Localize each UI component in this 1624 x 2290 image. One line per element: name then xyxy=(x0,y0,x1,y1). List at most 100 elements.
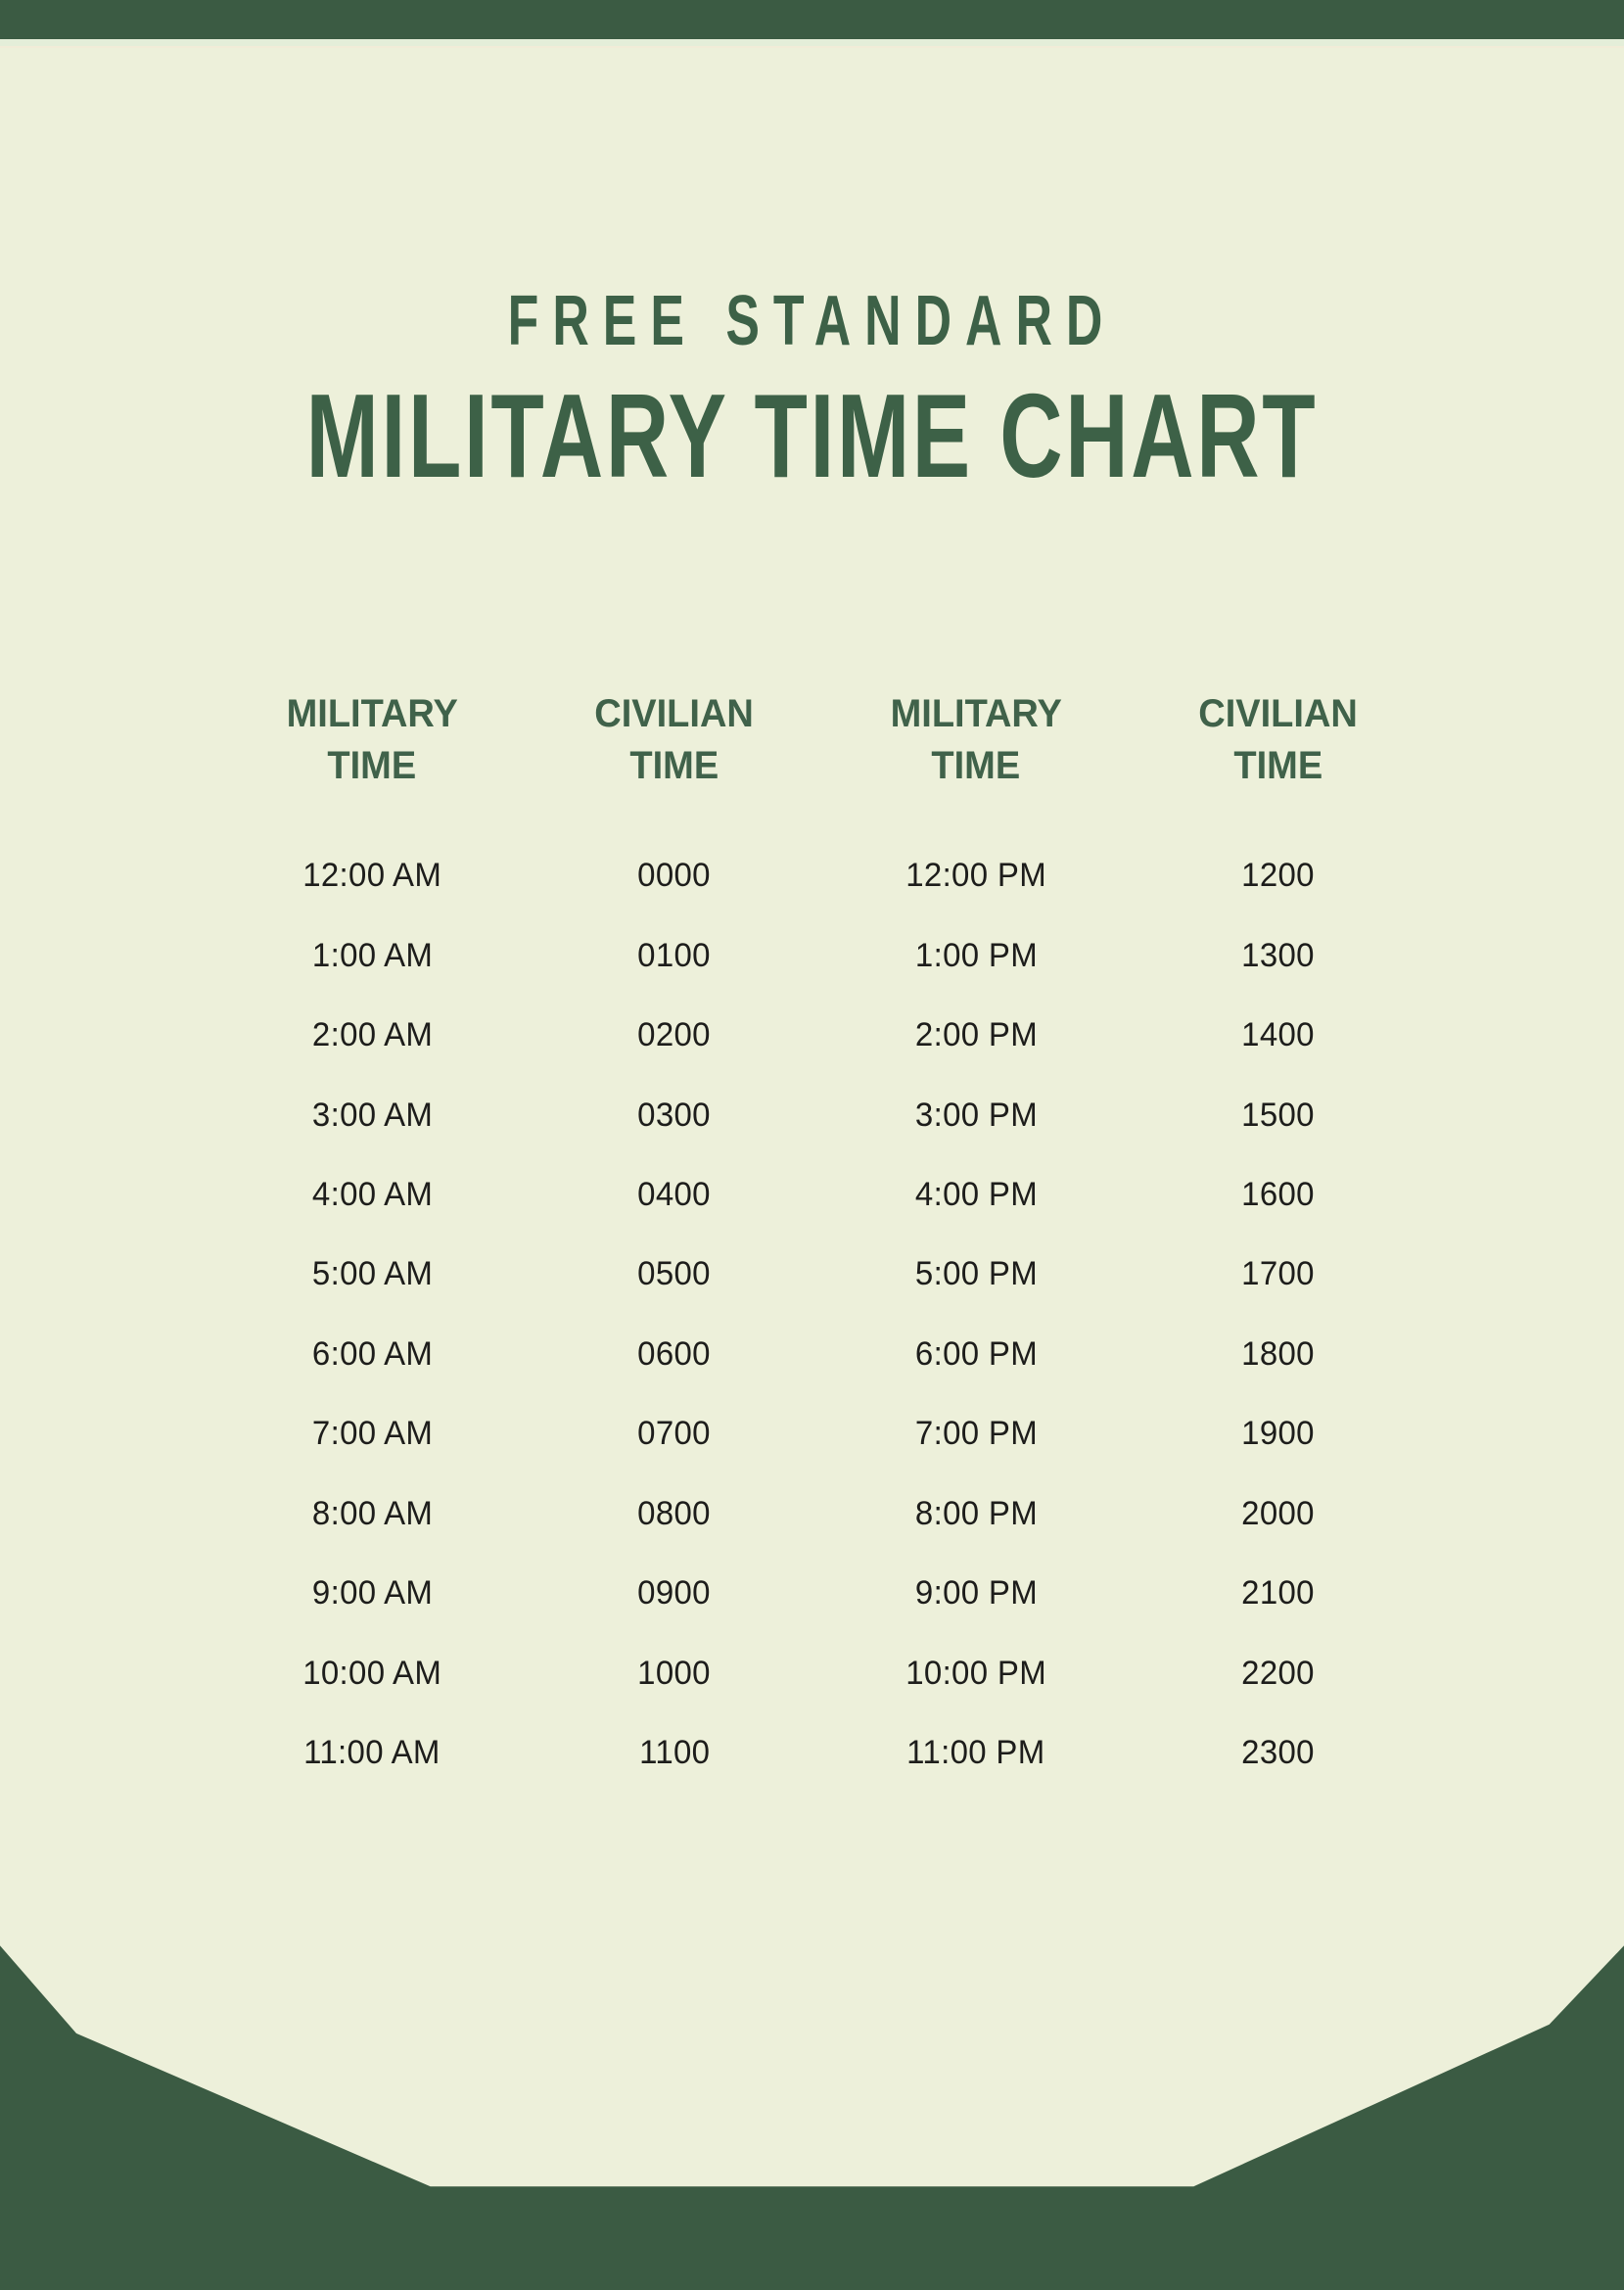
table-cell: 2:00 PM xyxy=(825,1016,1128,1054)
military-time-value: 2100 xyxy=(1241,1574,1316,1612)
table-row: 6:00 AM 0600 6:00 PM 1800 xyxy=(221,1315,1429,1394)
column-header-line: MILITARY xyxy=(286,692,458,735)
column-header-line: TIME xyxy=(1233,744,1323,787)
standard-time-value: 12:00 PM xyxy=(905,857,1047,895)
column-header-line: TIME xyxy=(327,744,417,787)
standard-time-value: 9:00 PM xyxy=(914,1574,1038,1612)
military-time-value: 1600 xyxy=(1241,1175,1316,1213)
table-row: 5:00 AM 0500 5:00 PM 1700 xyxy=(221,1235,1429,1314)
table-cell: 3:00 AM xyxy=(221,1097,524,1135)
table-cell: 0200 xyxy=(524,1016,826,1054)
military-time-value: 2200 xyxy=(1241,1654,1316,1692)
top-accent-strip xyxy=(0,39,1624,48)
column-header-line: CIVILIAN xyxy=(594,692,755,735)
military-time-value: 0500 xyxy=(637,1255,712,1293)
standard-time-value: 2:00 PM xyxy=(914,1016,1038,1054)
table-cell: 1:00 PM xyxy=(825,937,1128,975)
table-cell: 6:00 PM xyxy=(825,1335,1128,1374)
table-cell: 1200 xyxy=(1128,857,1430,895)
standard-time-value: 1:00 PM xyxy=(914,936,1038,974)
table-row: 3:00 AM 0300 3:00 PM 1500 xyxy=(221,1075,1429,1154)
table-cell: 5:00 PM xyxy=(825,1255,1128,1293)
table-row: 4:00 AM 0400 4:00 PM 1600 xyxy=(221,1155,1429,1235)
military-time-value: 1100 xyxy=(638,1734,710,1772)
table-row: 9:00 AM 0900 9:00 PM 2100 xyxy=(221,1554,1429,1633)
military-time-value: 0900 xyxy=(637,1574,712,1612)
table-row: 2:00 AM 0200 2:00 PM 1400 xyxy=(221,996,1429,1075)
military-time-value: 1400 xyxy=(1241,1016,1316,1054)
table-cell: 1600 xyxy=(1128,1176,1430,1214)
table-row: 11:00 AM 1100 11:00 PM 2300 xyxy=(221,1713,1429,1793)
standard-time-value: 3:00 AM xyxy=(311,1096,433,1134)
military-time-value: 0600 xyxy=(637,1334,712,1373)
table-cell: 1900 xyxy=(1128,1415,1430,1453)
table-cell: 12:00 PM xyxy=(825,857,1128,895)
standard-time-value: 10:00 AM xyxy=(302,1654,442,1692)
table-cell: 1100 xyxy=(524,1734,826,1772)
table-row: 1:00 AM 0100 1:00 PM 1300 xyxy=(221,915,1429,995)
standard-time-value: 11:00 AM xyxy=(303,1734,441,1772)
column-header-line: MILITARY xyxy=(890,692,1062,735)
table-cell: 1500 xyxy=(1128,1097,1430,1135)
column-header-line: CIVILIAN xyxy=(1198,692,1359,735)
standard-time-value: 4:00 AM xyxy=(311,1175,433,1213)
table-cell: 9:00 AM xyxy=(221,1574,524,1612)
table-cell: 2300 xyxy=(1128,1734,1430,1772)
table-cell: 2000 xyxy=(1128,1495,1430,1533)
standard-time-value: 11:00 PM xyxy=(906,1734,1045,1772)
table-header-row: MILITARY TIME CIVILIAN TIME MILITARY TIM… xyxy=(221,688,1429,792)
standard-time-value: 5:00 PM xyxy=(914,1255,1038,1293)
table-cell: 11:00 AM xyxy=(221,1734,524,1772)
table-cell: 2100 xyxy=(1128,1574,1430,1612)
table-cell: 0900 xyxy=(524,1574,826,1612)
table-row: 12:00 AM 0000 12:00 PM 1200 xyxy=(221,836,1429,915)
table-cell: 10:00 AM xyxy=(221,1655,524,1693)
table-cell: 1800 xyxy=(1128,1335,1430,1374)
military-time-value: 1700 xyxy=(1241,1255,1316,1293)
column-header-military-time-1: MILITARY TIME xyxy=(221,688,524,792)
document-sheet: FREE STANDARD MILITARY TIME CHART MILITA… xyxy=(0,39,1624,2187)
table-cell: 11:00 PM xyxy=(825,1734,1128,1772)
military-time-value: 1900 xyxy=(1241,1415,1316,1453)
table-cell: 8:00 PM xyxy=(825,1495,1128,1533)
table-cell: 4:00 AM xyxy=(221,1176,524,1214)
military-time-value: 0700 xyxy=(637,1415,712,1453)
table-cell: 0700 xyxy=(524,1415,826,1453)
military-time-value: 1300 xyxy=(1241,936,1316,974)
standard-time-value: 3:00 PM xyxy=(914,1096,1038,1134)
standard-time-value: 5:00 AM xyxy=(311,1255,433,1293)
military-time-value: 0300 xyxy=(637,1096,712,1134)
table-cell: 0500 xyxy=(524,1255,826,1293)
table-cell: 10:00 PM xyxy=(825,1655,1128,1693)
standard-time-value: 9:00 AM xyxy=(311,1574,433,1612)
table-cell: 7:00 AM xyxy=(221,1415,524,1453)
military-time-value: 1800 xyxy=(1241,1334,1316,1373)
column-header-line: TIME xyxy=(931,744,1021,787)
standard-time-value: 4:00 PM xyxy=(914,1175,1038,1213)
standard-time-value: 2:00 AM xyxy=(311,1016,433,1054)
table-cell: 6:00 AM xyxy=(221,1335,524,1374)
table-row: 8:00 AM 0800 8:00 PM 2000 xyxy=(221,1474,1429,1554)
table-row: 7:00 AM 0700 7:00 PM 1900 xyxy=(221,1394,1429,1473)
military-time-value: 1000 xyxy=(637,1654,712,1692)
table-cell: 0600 xyxy=(524,1335,826,1374)
table-cell: 8:00 AM xyxy=(221,1495,524,1533)
standard-time-value: 7:00 AM xyxy=(311,1415,433,1453)
table-cell: 4:00 PM xyxy=(825,1176,1128,1214)
standard-time-value: 8:00 PM xyxy=(914,1494,1038,1532)
table-cell: 1000 xyxy=(524,1655,826,1693)
table-cell: 7:00 PM xyxy=(825,1415,1128,1453)
table-cell: 1:00 AM xyxy=(221,937,524,975)
military-time-value: 2000 xyxy=(1241,1494,1316,1532)
table-cell: 0400 xyxy=(524,1176,826,1214)
table-cell: 2200 xyxy=(1128,1655,1430,1693)
military-time-value: 1500 xyxy=(1241,1096,1316,1134)
table-cell: 0300 xyxy=(524,1097,826,1135)
column-header-civilian-time-2: CIVILIAN TIME xyxy=(1128,688,1430,792)
table-cell: 2:00 AM xyxy=(221,1016,524,1054)
table-cell: 1700 xyxy=(1128,1255,1430,1293)
table-cell: 5:00 AM xyxy=(221,1255,524,1293)
standard-time-value: 8:00 AM xyxy=(311,1494,433,1532)
standard-time-value: 6:00 AM xyxy=(311,1334,433,1373)
document-subtitle: FREE STANDARD xyxy=(507,282,1117,360)
